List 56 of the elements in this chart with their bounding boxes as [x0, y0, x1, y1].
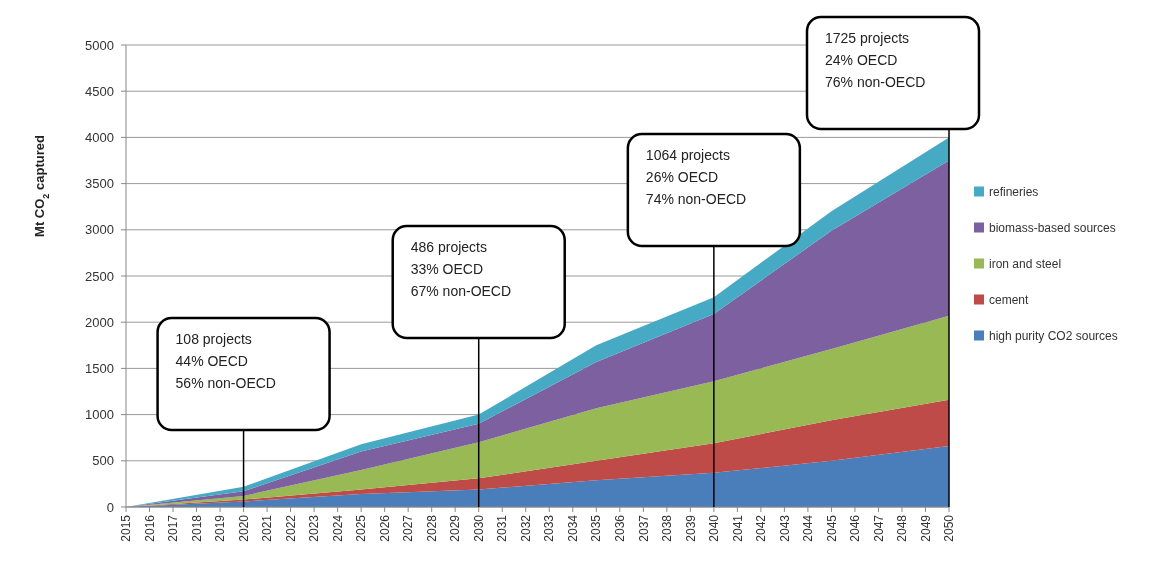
x-tick-label: 2026	[377, 514, 392, 542]
legend-label: biomass-based sources	[989, 220, 1116, 235]
x-tick-label: 2042	[754, 514, 769, 542]
x-tick-label: 2024	[330, 514, 345, 542]
x-tick-label: 2032	[518, 514, 533, 542]
x-tick-label: 2017	[166, 514, 181, 542]
x-tick-label: 2029	[448, 514, 463, 542]
legend-label: refineries	[989, 184, 1039, 199]
x-tick-label: 2047	[871, 514, 886, 542]
x-tick-label: 2036	[613, 514, 627, 542]
x-tick-label: 2044	[801, 514, 816, 542]
y-tick-label: 2000	[85, 314, 114, 330]
x-tick-label: 2049	[918, 514, 933, 542]
x-tick-label: 2020	[236, 514, 251, 542]
x-tick-label: 2040	[707, 514, 722, 542]
x-tick-label: 2034	[565, 514, 580, 542]
y-tick-label: 4500	[85, 83, 114, 99]
x-tick-label: 2037	[636, 514, 651, 542]
x-tick-label: 2025	[354, 514, 369, 542]
ref-line-label: 1725 projects 24% OECD 76% non-OECD	[825, 30, 926, 90]
y-tick-label: 2500	[85, 268, 114, 284]
y-tick-label: 500	[92, 453, 114, 469]
legend-label: high purity CO2 sources	[989, 328, 1118, 343]
y-tick-label: 3500	[85, 176, 114, 192]
x-tick-label: 2045	[824, 514, 839, 542]
x-tick-label: 2016	[142, 514, 157, 542]
x-tick-label: 2031	[495, 514, 510, 542]
x-tick-label: 2038	[660, 514, 675, 542]
x-tick-label: 2027	[401, 514, 416, 542]
x-tick-label: 2018	[189, 514, 204, 542]
y-tick-label: 3000	[85, 222, 114, 238]
x-tick-label: 2022	[283, 514, 298, 542]
y-tick-label: 1000	[85, 407, 114, 423]
y-tick-label: 1500	[85, 360, 114, 376]
x-tick-label: 2046	[848, 514, 863, 542]
y-tick-label: 4000	[85, 129, 114, 145]
x-tick-label: 2050	[942, 514, 957, 542]
ref-line-label: 108 projects 44% OECD 56% non-OECD	[175, 331, 276, 391]
x-tick-label: 2021	[260, 514, 275, 542]
x-tick-label: 2035	[589, 514, 604, 542]
x-tick-label: 2023	[307, 514, 322, 542]
x-tick-label: 2048	[895, 514, 910, 542]
ref-line-label: 486 projects 33% OECD 67% non-OECD	[410, 239, 512, 299]
x-tick-label: 2033	[542, 514, 557, 542]
x-tick-label: 2043	[777, 514, 792, 542]
x-tick-label: 2030	[471, 514, 486, 542]
x-tick-label: 2015	[119, 514, 134, 542]
x-tick-label: 2041	[730, 514, 745, 542]
y-tick-label: 0	[106, 499, 114, 515]
ref-line-label: 1064 projects 26% OECD 74% non-OECD	[645, 147, 747, 207]
x-tick-label: 2028	[424, 514, 439, 542]
legend-label: cement	[989, 292, 1030, 307]
x-tick-label: 2019	[213, 514, 228, 542]
y-tick-label: 5000	[85, 37, 114, 53]
legend-label: iron and steel	[989, 256, 1062, 271]
x-tick-label: 2039	[683, 514, 698, 542]
